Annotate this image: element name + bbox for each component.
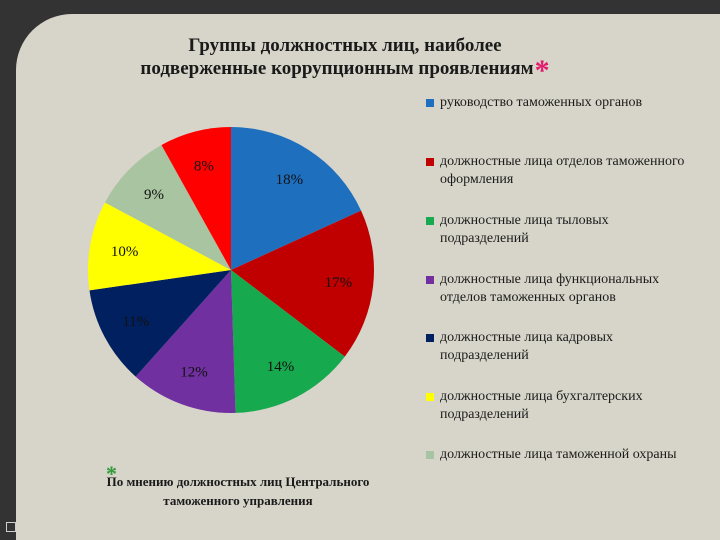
footnote-asterisk: * (106, 461, 117, 486)
pie-label-3: 14% (267, 359, 295, 375)
pie-slice-1 (231, 127, 362, 270)
legend-swatch (426, 217, 434, 225)
legend-label: должностные лица кадровых подразделений (440, 330, 614, 363)
pie-label-5: 11% (122, 314, 149, 330)
title-asterisk: * (534, 54, 550, 87)
legend-label: должностные лица тыловых подразделений (440, 213, 609, 246)
slide-corner-mark (6, 522, 16, 532)
legend-swatch (426, 393, 434, 401)
footnote-line-2: таможенного управления (163, 493, 313, 508)
title-line-1: Группы должностных лиц, наиболее (188, 35, 502, 56)
title-line-2: подверженные коррупционным проявлениям* (80, 56, 610, 86)
pie-label-6: 10% (111, 244, 139, 260)
pie-label-4: 12% (180, 364, 208, 380)
footnote: По мнению должностных лиц Центрального т… (78, 463, 398, 510)
footnote-line-1: По мнению должностных лиц Центрального (78, 472, 398, 491)
footnote-text-line-1: По мнению должностных лиц Центрального (106, 474, 370, 489)
legend-swatch (426, 334, 434, 342)
pie-label-1: 18% (276, 172, 304, 188)
legend-swatch (426, 99, 434, 107)
legend-label: руководство таможенных органов (440, 95, 643, 110)
pie-slice-4 (135, 270, 236, 413)
pie-slice-6 (87, 202, 231, 291)
pie-slice-2 (231, 210, 374, 357)
title-line-2-text: подверженные коррупционным проявлениям (140, 58, 534, 79)
legend-swatch (426, 158, 434, 166)
legend-swatch (426, 451, 434, 459)
legend-swatch (426, 276, 434, 284)
legend-label: должностные лица функциональных отделов … (440, 272, 660, 305)
legend-label: должностные лица бухгалтерских подраздел… (440, 389, 643, 422)
chart-title: Группы должностных лиц, наиболее подверж… (80, 34, 610, 86)
pie-slice-3 (231, 270, 345, 413)
pie-label-2: 17% (325, 275, 353, 291)
pie-slice-7 (104, 145, 231, 270)
pie-slice-8 (161, 127, 231, 270)
pie-slice-5 (89, 270, 231, 377)
pie-label-8: 8% (194, 158, 214, 174)
legend-label: должностные лица отделов таможенного офо… (440, 154, 685, 187)
pie-label-7: 9% (144, 187, 164, 203)
legend-label: должностные лица таможенной охраны (440, 447, 677, 462)
